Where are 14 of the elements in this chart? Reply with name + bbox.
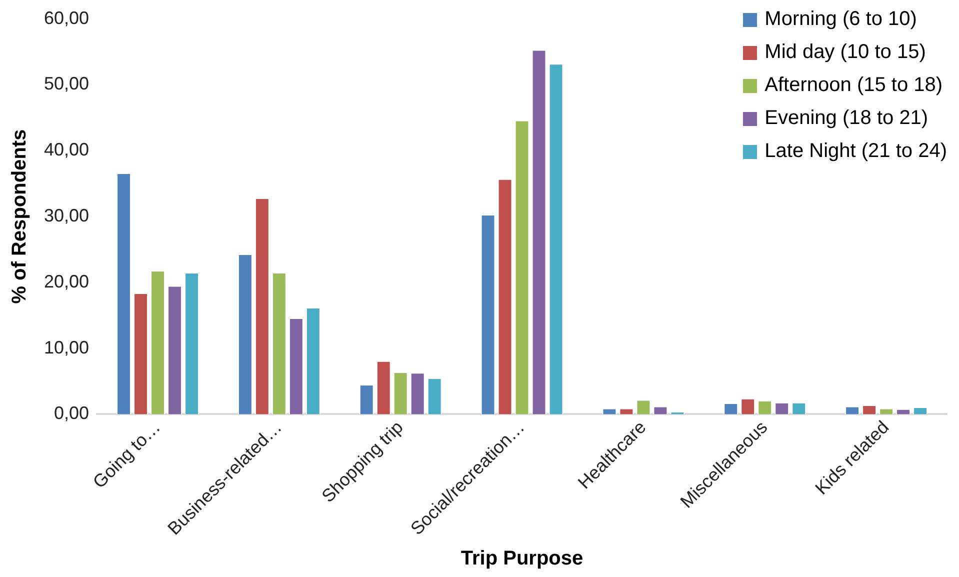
y-tick-label: 40,00	[44, 140, 90, 160]
y-tick-label: 20,00	[44, 271, 90, 292]
legend-label: Morning (6 to 10)	[764, 8, 917, 31]
legend-label: Afternoon (15 to 18)	[764, 74, 943, 97]
x-axis-title: Trip Purpose	[460, 548, 584, 570]
y-tick-label: 30,00	[44, 205, 90, 226]
y-tick-label: 0,00	[54, 403, 90, 424]
legend-label: Mid day (10 to 15)	[764, 41, 926, 64]
legend-label: Late Night (21 to 24)	[764, 140, 947, 163]
y-axis-title: % of Respondents	[8, 129, 31, 304]
y-tick-label: 60,00	[44, 8, 90, 28]
legend-label: Evening (18 to 21)	[764, 107, 928, 130]
y-tick-label: 50,00	[44, 74, 90, 94]
y-tick-label: 10,00	[44, 337, 90, 358]
